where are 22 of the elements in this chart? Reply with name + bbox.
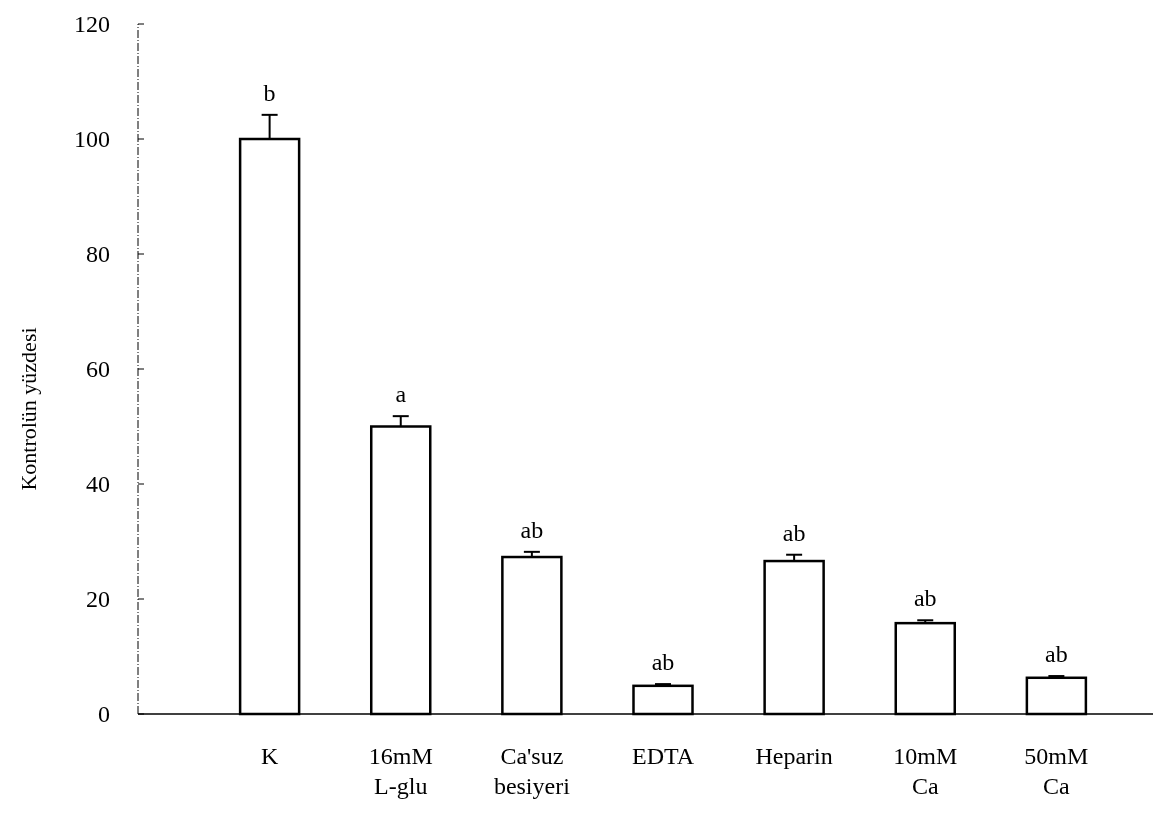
y-tick-label: 60 [86, 356, 110, 383]
y-tick-label: 100 [74, 126, 110, 153]
annotation: ab [651, 649, 675, 676]
annotation: a [395, 381, 407, 408]
y-tick-label: 40 [86, 471, 110, 498]
y-tick-label: 20 [86, 586, 110, 613]
x-tick-label: 10mM Ca [893, 743, 958, 799]
annotation: ab [913, 585, 937, 612]
x-tick-label: EDTA [631, 743, 695, 769]
annotation: ab [520, 516, 544, 543]
y-axis-title: Kontrolün yüzdesi [16, 327, 41, 491]
annotation: b [263, 79, 276, 106]
annotation: ab [782, 519, 806, 546]
y-tick-label: 0 [98, 701, 110, 728]
x-tick-label: K [260, 743, 279, 769]
x-tick-label: 50mM Ca [1024, 743, 1089, 799]
x-tick-label: Ca'suz besiyeri [493, 743, 571, 799]
annotation: ab [1045, 641, 1068, 668]
y-tick-label: 80 [86, 241, 110, 268]
x-tick-label: Heparin [755, 743, 833, 769]
y-tick-label: 120 [74, 11, 110, 38]
x-tick-label: 16mM L-glu [368, 743, 433, 799]
